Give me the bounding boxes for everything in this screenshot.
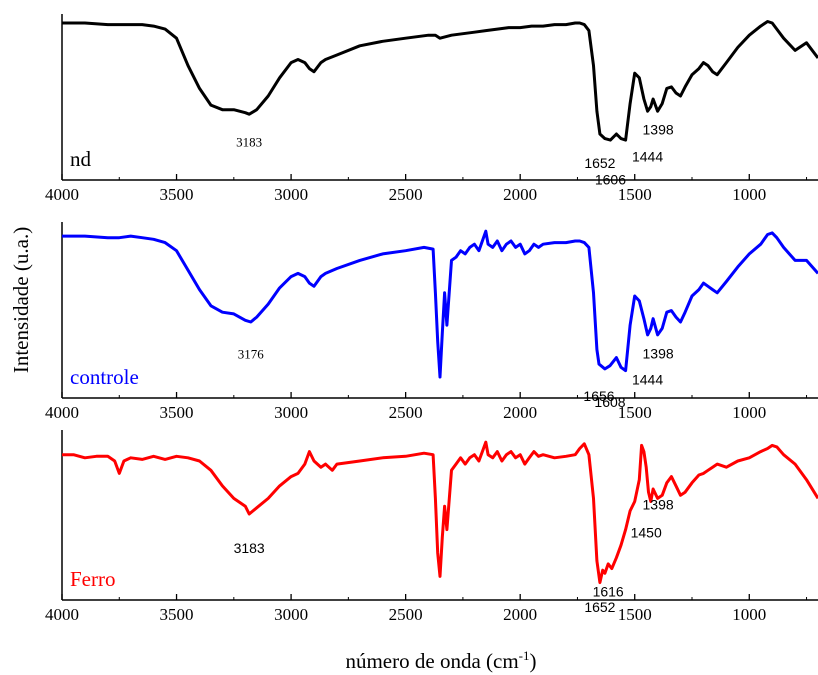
x-tick-label: 1500 (618, 185, 652, 204)
x-tick-label: 2000 (503, 605, 537, 624)
x-tick-label: 2500 (389, 403, 423, 422)
series-label-nd: nd (70, 147, 92, 171)
panel-controle: 4000 3500 3000 2500 2000 1500 1000 controle 3176… (45, 222, 818, 422)
x-tick-label: 3000 (274, 185, 308, 204)
series-line-nd (62, 20, 818, 142)
panel-ferro: 4000 3500 3000 2500 2000 1500 1000 Ferro 3183 145… (45, 430, 818, 624)
x-tick-label: 3500 (160, 185, 194, 204)
peak-label: 1606 (595, 171, 626, 187)
peak-label: 1398 (643, 496, 674, 512)
x-tick-label: 2500 (389, 185, 423, 204)
panels-group: 4000 3500 3000 2500 2000 1500 1000nd3183165216… (45, 14, 818, 624)
x-tick-label: 4000 (45, 185, 79, 204)
y-axis-title: Intensidade (u.a.) (9, 227, 33, 373)
x-tick-label: 3000 (274, 403, 308, 422)
peak-label: 1656 (583, 388, 614, 404)
peak-label: 1608 (594, 394, 625, 410)
x-tick-label: 4000 (45, 605, 79, 624)
x-tick-label: 1500 (618, 403, 652, 422)
peak-label: 3183 (236, 134, 262, 149)
x-tick-label: 2000 (503, 185, 537, 204)
peak-label: 1450 (631, 524, 662, 540)
peak-label: 1444 (632, 372, 663, 388)
x-tick-label: 1000 (732, 403, 766, 422)
series-line-controle (62, 229, 818, 379)
peak-label: 1652 (584, 155, 615, 171)
x-tick-label: 1000 (732, 185, 766, 204)
series-label-controle: controle (70, 365, 139, 389)
peak-label: 1616 (593, 584, 624, 600)
x-tick-label: 1500 (618, 605, 652, 624)
x-tick-label: 2000 (503, 403, 537, 422)
peak-label: 3176 (238, 347, 265, 362)
panel-nd: 4000 3500 3000 2500 2000 1500 1000 nd 3183 165216… (45, 14, 818, 204)
x-tick-label: 2500 (389, 605, 423, 624)
peak-label: 1398 (643, 346, 674, 362)
peak-label: 1444 (632, 149, 663, 165)
x-axis-title: número de onda (cm-1) (345, 648, 536, 673)
peak-label: 1398 (643, 121, 674, 137)
x-tick-label: 4000 (45, 403, 79, 422)
x-tick-label: 1000 (732, 605, 766, 624)
series-line-ferro (62, 440, 818, 585)
x-tick-label: 3500 (160, 403, 194, 422)
x-axis-title-superscript: -1 (519, 648, 530, 663)
peak-label: 3183 (234, 540, 265, 556)
x-tick-label: 3000 (274, 605, 308, 624)
x-tick-label: 3500 (160, 605, 194, 624)
peak-label: 1652 (584, 599, 615, 615)
series-label-ferro: Ferro (70, 567, 116, 591)
